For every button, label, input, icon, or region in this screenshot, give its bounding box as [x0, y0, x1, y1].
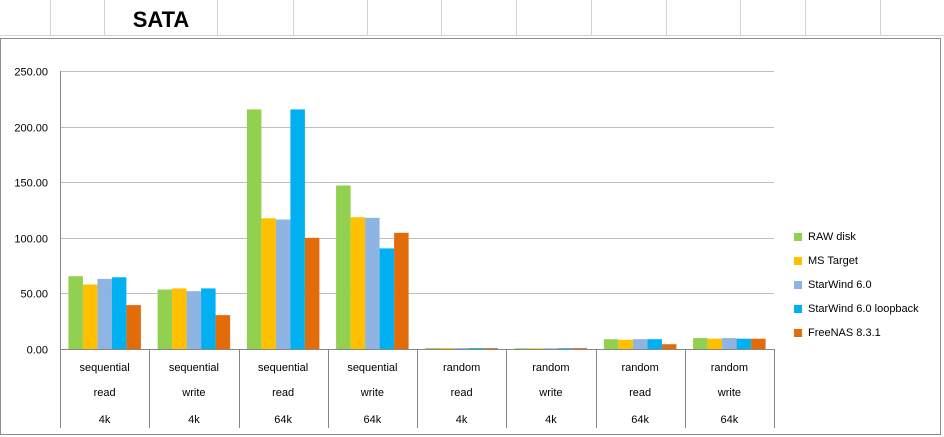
- bar: [647, 339, 662, 349]
- x-category-label: 64k: [364, 414, 382, 426]
- x-category-label: read: [94, 387, 116, 399]
- bar-chart: 0.00 50.00 100.00 150.00 200.00 250.00 sequent…: [14, 67, 775, 428]
- bar: [514, 348, 530, 350]
- x-category-label: 64k: [274, 414, 292, 426]
- chart-area[interactable]: 0.00 50.00 100.00 150.00 200.00 250.00 sequent…: [0, 38, 941, 435]
- x-category-label: write: [181, 387, 205, 399]
- bar: [172, 288, 187, 349]
- x-category-label: sequential: [169, 362, 219, 374]
- y-tick-label: 200.00: [14, 123, 48, 135]
- bar: [543, 348, 559, 350]
- bar: [68, 276, 83, 349]
- bar: [693, 338, 708, 349]
- bar: [126, 305, 141, 349]
- bar: [97, 278, 112, 349]
- bar: [304, 237, 320, 349]
- x-category-label: write: [538, 387, 562, 399]
- x-category-label: write: [717, 387, 741, 399]
- x-category-label: 4k: [545, 414, 557, 426]
- sheet-title: SATA: [132, 7, 190, 32]
- bar: [336, 185, 351, 349]
- x-category-label: sequential: [258, 362, 308, 374]
- bar: [572, 348, 588, 349]
- legend-swatch: [794, 257, 802, 265]
- bar: [483, 348, 498, 349]
- legend-swatch: [794, 305, 802, 313]
- x-category-label: random: [621, 362, 658, 374]
- bar: [722, 338, 737, 349]
- bar: [603, 339, 619, 349]
- x-category-label: 64k: [721, 414, 739, 426]
- legend-swatch: [794, 329, 802, 337]
- x-category-label: random: [443, 362, 480, 374]
- bar: [454, 348, 469, 349]
- legend-entry: FreeNAS 8.3.1: [794, 321, 940, 345]
- legend-label: FreeNAS 8.3.1: [808, 327, 881, 339]
- x-category-label: 4k: [99, 414, 111, 426]
- bar: [632, 339, 648, 349]
- bar: [365, 217, 380, 349]
- legend-swatch: [794, 233, 802, 241]
- bar: [558, 348, 573, 349]
- bar: [439, 348, 455, 349]
- x-category-label: random: [532, 362, 569, 374]
- bar: [707, 338, 723, 349]
- x-category-label: 4k: [456, 414, 468, 426]
- legend-label: StarWind 6.0 loopback: [808, 303, 919, 315]
- bar: [394, 232, 409, 349]
- y-tick-label: 100.00: [14, 234, 48, 246]
- bar: [350, 217, 366, 349]
- x-category-label: write: [360, 387, 384, 399]
- x-category-label: 64k: [631, 414, 649, 426]
- legend-label: MS Target: [808, 255, 858, 267]
- legend-swatch: [794, 281, 802, 289]
- legend-entry: StarWind 6.0: [794, 273, 940, 297]
- x-category-label: read: [451, 387, 473, 399]
- bar: [215, 315, 231, 349]
- bar: [275, 219, 291, 349]
- x-category-label: read: [629, 387, 651, 399]
- bar: [111, 277, 127, 349]
- legend-entry: RAW disk: [794, 225, 940, 249]
- bar: [529, 348, 544, 350]
- x-category-label: read: [272, 387, 294, 399]
- y-tick-label: 0.00: [27, 345, 48, 357]
- y-tick-label: 50.00: [20, 289, 48, 301]
- legend-entry: StarWind 6.0 loopback: [794, 297, 940, 321]
- bar: [201, 288, 216, 349]
- x-category-label: sequential: [80, 362, 130, 374]
- bar: [157, 289, 173, 349]
- bar: [661, 344, 677, 349]
- bar: [751, 338, 766, 349]
- x-category-label: random: [711, 362, 748, 374]
- bar: [261, 218, 276, 349]
- legend-entry: MS Target: [794, 249, 940, 273]
- legend-label: StarWind 6.0: [808, 279, 872, 291]
- y-tick-label: 250.00: [14, 67, 48, 79]
- bar: [618, 339, 633, 349]
- legend-label: RAW disk: [808, 231, 856, 243]
- y-tick-label: 150.00: [14, 178, 48, 190]
- bar: [290, 109, 305, 350]
- x-category-label: sequential: [347, 362, 397, 374]
- chart-legend: RAW disk MS Target StarWind 6.0 StarWind 6.…: [794, 225, 940, 345]
- bar: [246, 109, 262, 350]
- bar: [186, 291, 202, 349]
- bar: [379, 248, 395, 349]
- bar: [468, 348, 484, 349]
- bar: [82, 284, 98, 349]
- bar: [425, 348, 440, 349]
- bar: [736, 338, 752, 349]
- x-category-label: 4k: [188, 414, 200, 426]
